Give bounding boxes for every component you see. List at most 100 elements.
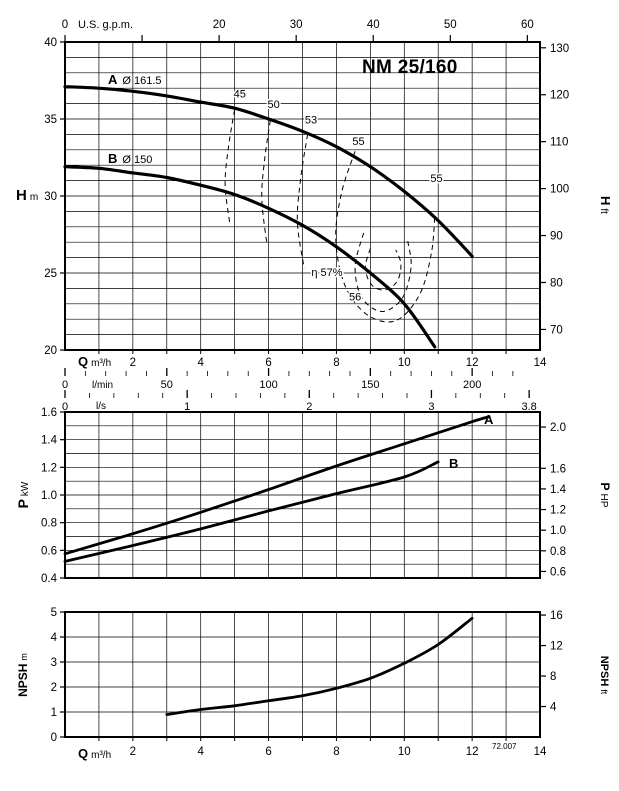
h-ft-axis-label: Hft (598, 196, 613, 214)
sub-axis-tick-label: 150 (361, 379, 379, 391)
q-bottom-tick-label: 2 (130, 746, 136, 758)
efficiency-label: 53 (305, 115, 317, 127)
p-kw-tick-label: 0.6 (41, 545, 57, 557)
p-hp-tick-label: 1.0 (550, 525, 566, 537)
npsh-m-tick-label: 4 (51, 632, 58, 644)
p-hp-tick-label: 0.6 (550, 566, 566, 578)
sub-axis-tick-label: 3 (428, 401, 434, 413)
q-bottom-tick-label: 14 (534, 746, 547, 758)
efficiency-label: η 57% (311, 267, 342, 279)
h-ft-tick-label: 90 (550, 231, 563, 243)
q-bottom-tick-label: 6 (265, 746, 271, 758)
q-tick-label: 6 (265, 357, 271, 369)
q-tick-label: 10 (398, 357, 411, 369)
npsh-m-tick-label: 0 (51, 732, 57, 744)
sub-axis-tick-label: 2 (306, 401, 312, 413)
efficiency-label: 55 (352, 136, 364, 148)
q-tick-label: 4 (198, 357, 205, 369)
efficiency-contour (224, 109, 236, 223)
sub-axis-tick-label: 0 (62, 401, 68, 413)
p-kw-tick-label: 1.6 (41, 407, 57, 419)
efficiency-contour (296, 134, 309, 269)
npsh-m-tick-label: 1 (51, 707, 57, 719)
q-bottom-tick-label: 4 (198, 746, 205, 758)
sub-axis-tick-label: 1 (184, 401, 190, 413)
npsh-ft-axis-label: NPSHft (598, 656, 610, 695)
npsh-m-tick-label: 5 (51, 607, 57, 619)
sub-axis-tick-label: 0 (62, 379, 68, 391)
chart-title: NM 25/160 (362, 57, 458, 78)
efficiency-contour (335, 151, 436, 323)
efficiency-label: 55 (430, 173, 442, 185)
gpm-tick-label: 60 (521, 19, 534, 31)
p-hp-tick-label: 1.6 (550, 463, 566, 475)
p-hp-axis-label: PHP (598, 483, 612, 508)
p-kw-tick-label: 0.4 (41, 573, 58, 585)
efficiency-contour (261, 120, 271, 244)
q-tick-label: 12 (466, 357, 479, 369)
npsh-ft-tick-label: 12 (550, 641, 563, 653)
p-hp-tick-label: 2.0 (550, 422, 566, 434)
q-tick-label: 14 (534, 357, 547, 369)
h-ft-tick-label: 110 (550, 137, 568, 149)
h-m-tick-label: 30 (44, 191, 57, 203)
p-kw-tick-label: 1.0 (41, 490, 57, 502)
q-tick-label: 8 (333, 357, 339, 369)
p-hp-tick-label: 1.4 (550, 484, 567, 496)
npsh-m-tick-label: 2 (51, 682, 57, 694)
p-kw-tick-label: 1.4 (41, 435, 58, 447)
h-m-tick-label: 35 (44, 114, 57, 126)
efficiency-label: 45 (234, 88, 246, 100)
sub-axis-tick-label: 50 (161, 379, 173, 391)
gpm-tick-label: 40 (367, 19, 380, 31)
curve-B (63, 460, 440, 563)
q-tick-label: 2 (130, 357, 136, 369)
npsh-ft-tick-label: 16 (550, 610, 563, 622)
h-ft-tick-label: 70 (550, 324, 563, 336)
efficiency-contour (354, 232, 412, 313)
efficiency-label: 50 (268, 99, 280, 111)
h-ft-tick-label: 80 (550, 277, 563, 289)
h-ft-tick-label: 100 (550, 184, 569, 196)
curve-A (63, 415, 491, 556)
curve-A (63, 85, 474, 258)
sub-axis-tick-label: 3.8 (521, 401, 536, 413)
gpm-unit-label: U.S. g.p.m. (78, 19, 133, 31)
q-bottom-tick-label: 8 (333, 746, 339, 758)
gpm-tick-label: 20 (213, 19, 226, 31)
q-bottom-tick-label: 10 (398, 746, 411, 758)
p-kw-tick-label: 0.8 (41, 518, 57, 530)
h-ft-tick-label: 130 (550, 43, 569, 55)
h-ft-tick-label: 120 (550, 90, 569, 102)
sub-axis-tick-label: 200 (463, 379, 481, 391)
gpm-tick-label: 0 (62, 19, 68, 31)
p-hp-tick-label: 1.2 (550, 505, 566, 517)
sub-axis-tick-label: 100 (259, 379, 277, 391)
p-hp-tick-label: 0.8 (550, 546, 566, 558)
curve-NPSH (165, 616, 474, 716)
power-curve-b-label: B (449, 456, 458, 471)
power-curve-a-label: A (484, 412, 494, 427)
gpm-tick-label: 30 (290, 19, 303, 31)
p-kw-tick-label: 1.2 (41, 462, 57, 474)
ls-unit-label: l/s (96, 401, 106, 412)
h-m-tick-label: 20 (44, 345, 57, 357)
npsh-m-axis-label: NPSHm (16, 653, 30, 697)
npsh-m-tick-label: 3 (51, 657, 57, 669)
p-kw-axis-label: PkW (15, 481, 31, 508)
curve-B (63, 165, 437, 349)
lmin-unit-label: l/min (92, 380, 113, 391)
efficiency-label: 56 (349, 292, 361, 304)
h-m-tick-label: 25 (44, 268, 57, 280)
sheet-code: 72.007 (492, 742, 517, 751)
npsh-ft-tick-label: 8 (550, 671, 556, 683)
q-bottom-tick-label: 12 (466, 746, 479, 758)
npsh-ft-tick-label: 4 (550, 702, 557, 714)
